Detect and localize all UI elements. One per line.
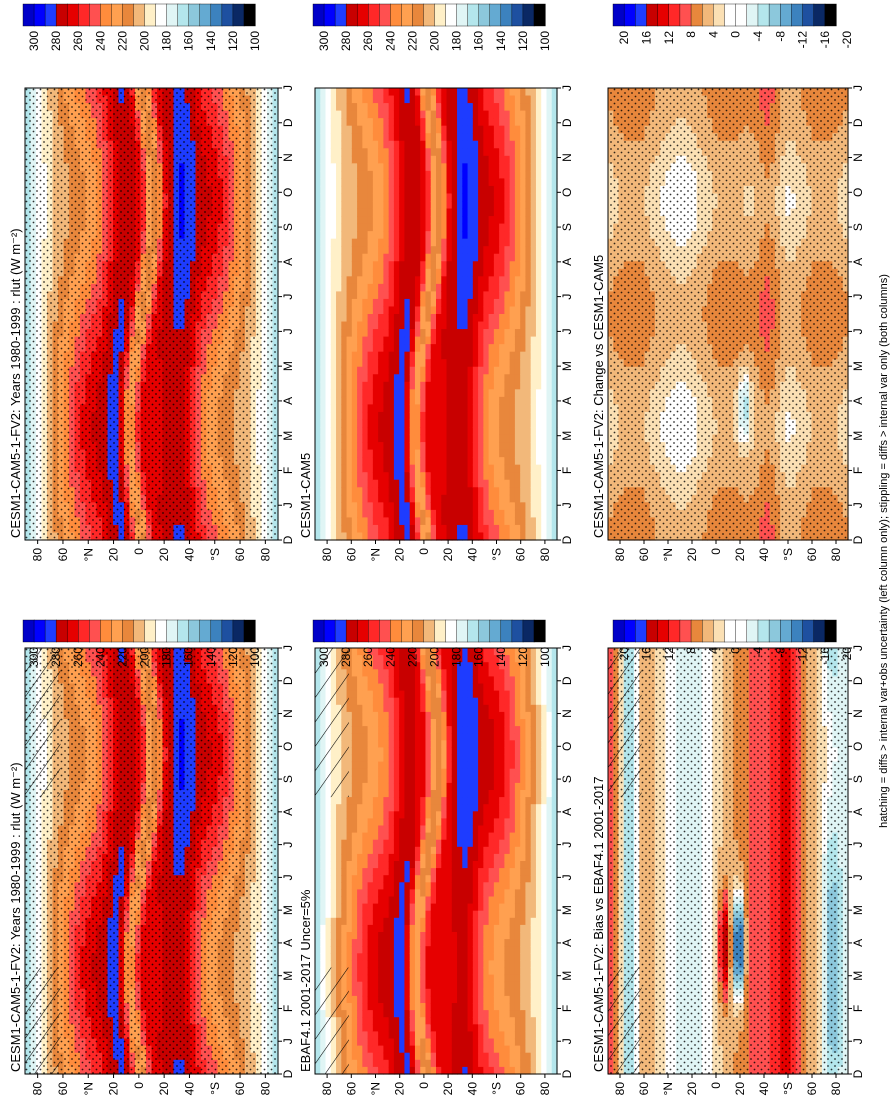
x-tick-label: J: [281, 645, 295, 651]
colorbar-swatch: [232, 619, 245, 643]
colorbar-swatch: [188, 619, 201, 643]
colorbar-tick-label: 160: [182, 647, 196, 667]
colorbar-tick-label: 220: [115, 647, 129, 667]
model-left-title: CESM1-CAM5-1-FV2: Years 1980-1999 : rlut…: [8, 762, 23, 1072]
x-tick-label: S: [281, 775, 295, 783]
model-left-stippling: [25, 648, 278, 1074]
colorbar-swatch: [100, 619, 112, 643]
colorbar-swatch: [221, 619, 234, 643]
colorbar-tick-label: 140: [204, 647, 218, 667]
colorbar-tick-label: 180: [160, 647, 174, 667]
x-tick-label: D: [281, 676, 295, 685]
y-tick-label: 80: [258, 1082, 272, 1096]
colorbar-swatch: [155, 619, 168, 643]
colorbar-swatch: [55, 619, 68, 643]
colorbar-swatch: [177, 619, 190, 643]
colorbar-tick-label: 100: [248, 647, 262, 667]
x-tick-label: M: [281, 905, 295, 915]
colorbar-tick-label: 300: [27, 647, 41, 667]
colorbar-tick-label: 200: [138, 647, 152, 667]
y-tick-label: 60: [233, 1082, 247, 1096]
x-tick-label: J: [281, 842, 295, 848]
colorbar-tick-label: 280: [49, 647, 63, 667]
model-left-colorbar: 300 280 260 240 220 200 180 160 140 120 100: [22, 619, 262, 667]
colorbar-swatch: [111, 619, 124, 643]
y-tick-label: 40: [182, 1082, 196, 1096]
x-tick-label: J: [281, 874, 295, 880]
colorbar-tick-label: 240: [93, 647, 107, 667]
colorbar-tick-label: 120: [226, 647, 240, 667]
colorbar-swatch: [44, 619, 57, 643]
x-tick-label: N: [281, 709, 295, 718]
panel-model-right: CESM1-CAM5-1-FV2: Years 1980-1999 : rlut…: [8, 3, 295, 561]
colorbar-swatch: [22, 619, 35, 643]
colorbar-swatch: [199, 619, 212, 643]
colorbar-swatch: [89, 619, 101, 643]
y-tick-label: 60: [56, 1082, 70, 1096]
y-tick-label: 80: [31, 1082, 45, 1096]
y-tick-label: °S: [208, 1082, 222, 1095]
colorbar-swatch: [33, 619, 46, 643]
x-tick-label: J: [281, 1038, 295, 1044]
x-tick-label: D: [281, 1069, 295, 1078]
colorbar-swatch: [133, 619, 146, 643]
colorbar-swatch: [210, 619, 223, 643]
x-tick-label: O: [281, 742, 295, 751]
colorbar-swatch: [166, 619, 179, 643]
model-left-hatching: [25, 967, 61, 1074]
colorbar-swatch: [122, 619, 135, 643]
x-tick-label: A: [281, 939, 295, 947]
x-tick-label: F: [281, 1005, 295, 1012]
panel-model-left: CESM1-CAM5-1-FV2: Years 1980-1999 : rlut…: [8, 619, 295, 1096]
y-tick-label: °N: [81, 1082, 95, 1095]
y-tick-label: 20: [107, 1082, 121, 1096]
colorbar-swatch: [144, 619, 157, 643]
colorbar-swatch: [243, 619, 256, 643]
colorbar-swatch: [66, 619, 79, 643]
y-tick-label: 20: [157, 1082, 171, 1096]
y-tick-label: 0: [132, 1082, 146, 1089]
colorbar-swatch: [78, 619, 90, 643]
x-tick-label: A: [281, 808, 295, 816]
model-left-hatching: [25, 648, 61, 798]
x-tick-label: M: [281, 971, 295, 981]
colorbar-tick-label: 260: [71, 647, 85, 667]
